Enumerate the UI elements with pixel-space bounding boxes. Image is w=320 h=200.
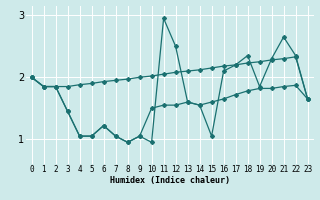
X-axis label: Humidex (Indice chaleur): Humidex (Indice chaleur) bbox=[109, 176, 230, 185]
